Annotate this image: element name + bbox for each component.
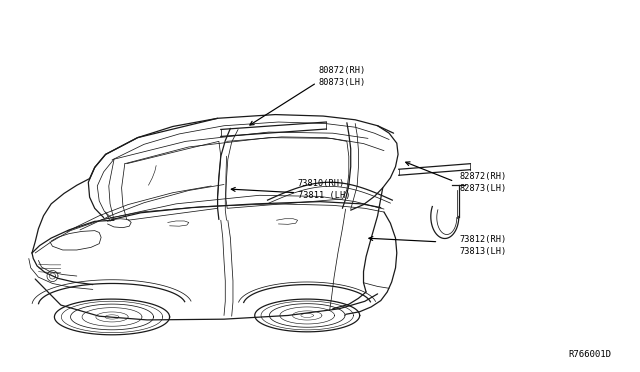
Text: 80872(RH)
80873(LH): 80872(RH) 80873(LH) <box>319 66 366 87</box>
Text: R766001D: R766001D <box>568 350 611 359</box>
Text: 82872(RH)
82873(LH): 82872(RH) 82873(LH) <box>460 172 507 193</box>
Text: 73810(RH)
73811 (LH): 73810(RH) 73811 (LH) <box>298 179 350 200</box>
Text: 73812(RH)
73813(LH): 73812(RH) 73813(LH) <box>460 235 507 256</box>
